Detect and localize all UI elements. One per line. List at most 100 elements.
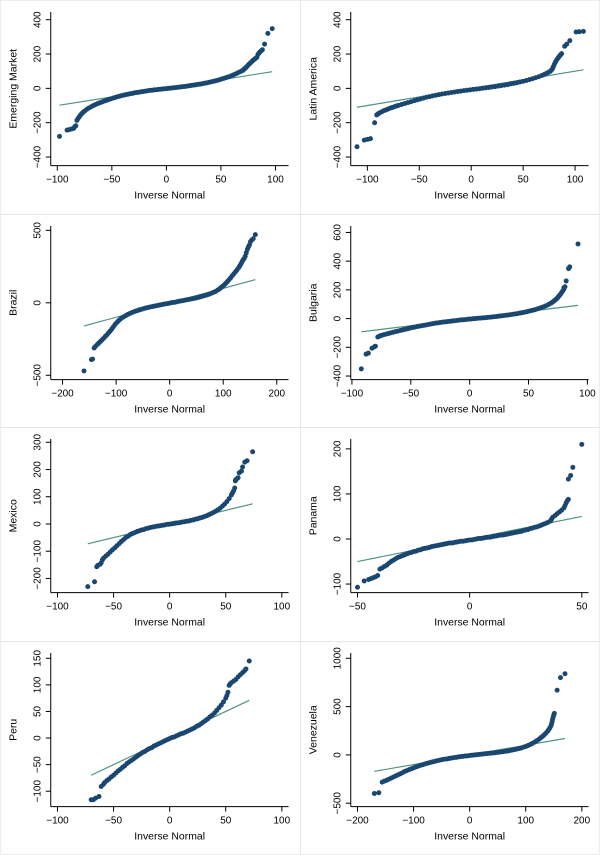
qq-dot — [580, 28, 586, 34]
qq-dot — [371, 120, 377, 126]
x-axis-title: Inverse Normal — [134, 831, 205, 842]
x-tick-label: −50 — [105, 602, 122, 613]
y-axis-title: Peru — [8, 718, 19, 740]
y-tick-label: 200 — [332, 440, 343, 457]
qq-dot — [259, 47, 265, 53]
x-axis-title: Inverse Normal — [134, 618, 205, 629]
y-tick-label: 100 — [32, 676, 43, 693]
qq-dot — [563, 277, 569, 283]
x-tick-label: 0 — [167, 815, 173, 826]
x-tick-label: −100 — [46, 815, 69, 826]
qq-dot — [243, 665, 249, 671]
x-tick-label: −100 — [105, 388, 128, 399]
y-tick-label: −500 — [332, 791, 343, 814]
qq-dot — [235, 475, 241, 481]
qq-plot-bulgaria: −400 −200 0 200 400 600 −100 −50 0 50 100 Bulgaria I… — [308, 223, 596, 415]
qq-dot — [92, 579, 98, 585]
x-tick-label: 0 — [167, 388, 173, 399]
qq-dot — [557, 674, 563, 680]
qq-dot — [269, 26, 275, 32]
qq-dot — [250, 235, 256, 241]
x-tick-label: 50 — [576, 602, 588, 613]
qq-dot — [365, 350, 371, 356]
qq-dot — [565, 476, 571, 482]
y-axis-title: Venezuela — [308, 705, 319, 754]
x-tick-label: 50 — [522, 388, 534, 399]
qq-plot-cell-mexico: −200 −100 0 100 200 300 −100 −50 0 50 100 Mexico Inv… — [1, 428, 300, 641]
x-tick-label: −50 — [105, 815, 122, 826]
qq-dot — [371, 790, 377, 796]
x-tick-label: 50 — [220, 815, 232, 826]
x-tick-label: −50 — [402, 388, 419, 399]
qq-dot — [569, 464, 575, 470]
y-axis-title: Latin America — [308, 57, 319, 121]
y-tick-label: 500 — [332, 697, 343, 714]
y-axis-title: Bulgaria — [308, 283, 319, 322]
x-tick-label: −50 — [349, 602, 366, 613]
qq-plot-mexico: −200 −100 0 100 200 300 −100 −50 0 50 100 Mexico Inv… — [8, 433, 290, 629]
qq-dot — [361, 578, 367, 584]
x-tick-label: −100 — [46, 602, 69, 613]
x-tick-label: 0 — [468, 175, 474, 186]
x-axis-title: Inverse Normal — [434, 404, 505, 415]
y-tick-label: 400 — [332, 11, 343, 28]
x-tick-label: −200 — [51, 388, 74, 399]
x-axis-title: Inverse Normal — [434, 618, 505, 629]
qq-dot — [85, 584, 91, 590]
qq-dot — [374, 572, 380, 578]
y-tick-label: 200 — [32, 461, 43, 478]
qq-plot-latin-america: −400 −200 0 200 400 −100 −50 0 50 100 Latin Americ… — [308, 11, 589, 202]
y-tick-label: 0 — [32, 734, 43, 740]
qq-dot — [375, 789, 381, 795]
x-tick-label: 200 — [573, 815, 590, 826]
qq-dot — [81, 367, 87, 373]
qq-dot — [566, 263, 572, 269]
y-tick-label: −200 — [332, 111, 343, 134]
y-tick-label: 200 — [332, 281, 343, 298]
qq-dot — [358, 365, 364, 371]
y-tick-label: −200 — [32, 567, 43, 590]
x-tick-label: −100 — [46, 175, 69, 186]
qq-dot — [561, 670, 567, 676]
x-axis-title: Inverse Normal — [434, 191, 505, 202]
qq-dot — [244, 458, 250, 464]
qq-dot — [226, 496, 232, 502]
x-tick-label: −100 — [402, 815, 425, 826]
x-tick-label: 200 — [268, 388, 285, 399]
y-tick-label: 100 — [32, 488, 43, 505]
qq-plot-cell-brazil: −500 0 500 −200 −100 0 100 200 Brazil Inverse Nor… — [1, 214, 300, 427]
y-tick-label: −100 — [32, 540, 43, 563]
y-tick-label: 200 — [32, 45, 43, 62]
qq-dot — [90, 356, 96, 362]
qq-plot-brazil: −500 0 500 −200 −100 0 100 200 Brazil Inverse Nor… — [8, 221, 289, 415]
x-tick-label: 100 — [566, 175, 583, 186]
x-tick-label: 0 — [466, 602, 472, 613]
qq-dot — [367, 136, 373, 142]
qq-dot — [558, 51, 564, 57]
qq-dot — [225, 689, 231, 695]
x-tick-label: 50 — [517, 175, 529, 186]
y-tick-label: 300 — [32, 433, 43, 450]
qq-dot — [265, 30, 271, 36]
qq-plot-peru: −100 −50 0 50 100 150 −100 −50 0 50 100 Peru Inverse… — [8, 649, 290, 842]
y-tick-label: 100 — [332, 485, 343, 502]
qq-dot — [551, 710, 557, 716]
y-tick-label: −50 — [32, 755, 43, 772]
y-tick-label: 600 — [332, 223, 343, 240]
qq-dot — [565, 496, 571, 502]
y-tick-label: −500 — [32, 363, 43, 386]
qq-dot — [57, 133, 62, 139]
x-tick-label: 0 — [466, 388, 472, 399]
qq-plot-cell-peru: −100 −50 0 50 100 150 −100 −50 0 50 100 Peru Inverse… — [1, 641, 300, 854]
x-tick-label: 100 — [517, 815, 534, 826]
y-tick-label: 400 — [332, 252, 343, 269]
y-tick-label: 500 — [32, 221, 43, 238]
x-tick-label: 50 — [215, 175, 227, 186]
qq-dot — [554, 687, 560, 693]
x-tick-label: 0 — [466, 815, 472, 826]
qq-plot-venezuela: −500 0 500 1000 −200 −100 0 100 200 Venezuela Inve… — [308, 646, 590, 842]
y-axis-title: Emerging Market — [8, 49, 19, 129]
y-tick-label: 0 — [332, 751, 343, 757]
y-tick-label: 50 — [32, 705, 43, 717]
